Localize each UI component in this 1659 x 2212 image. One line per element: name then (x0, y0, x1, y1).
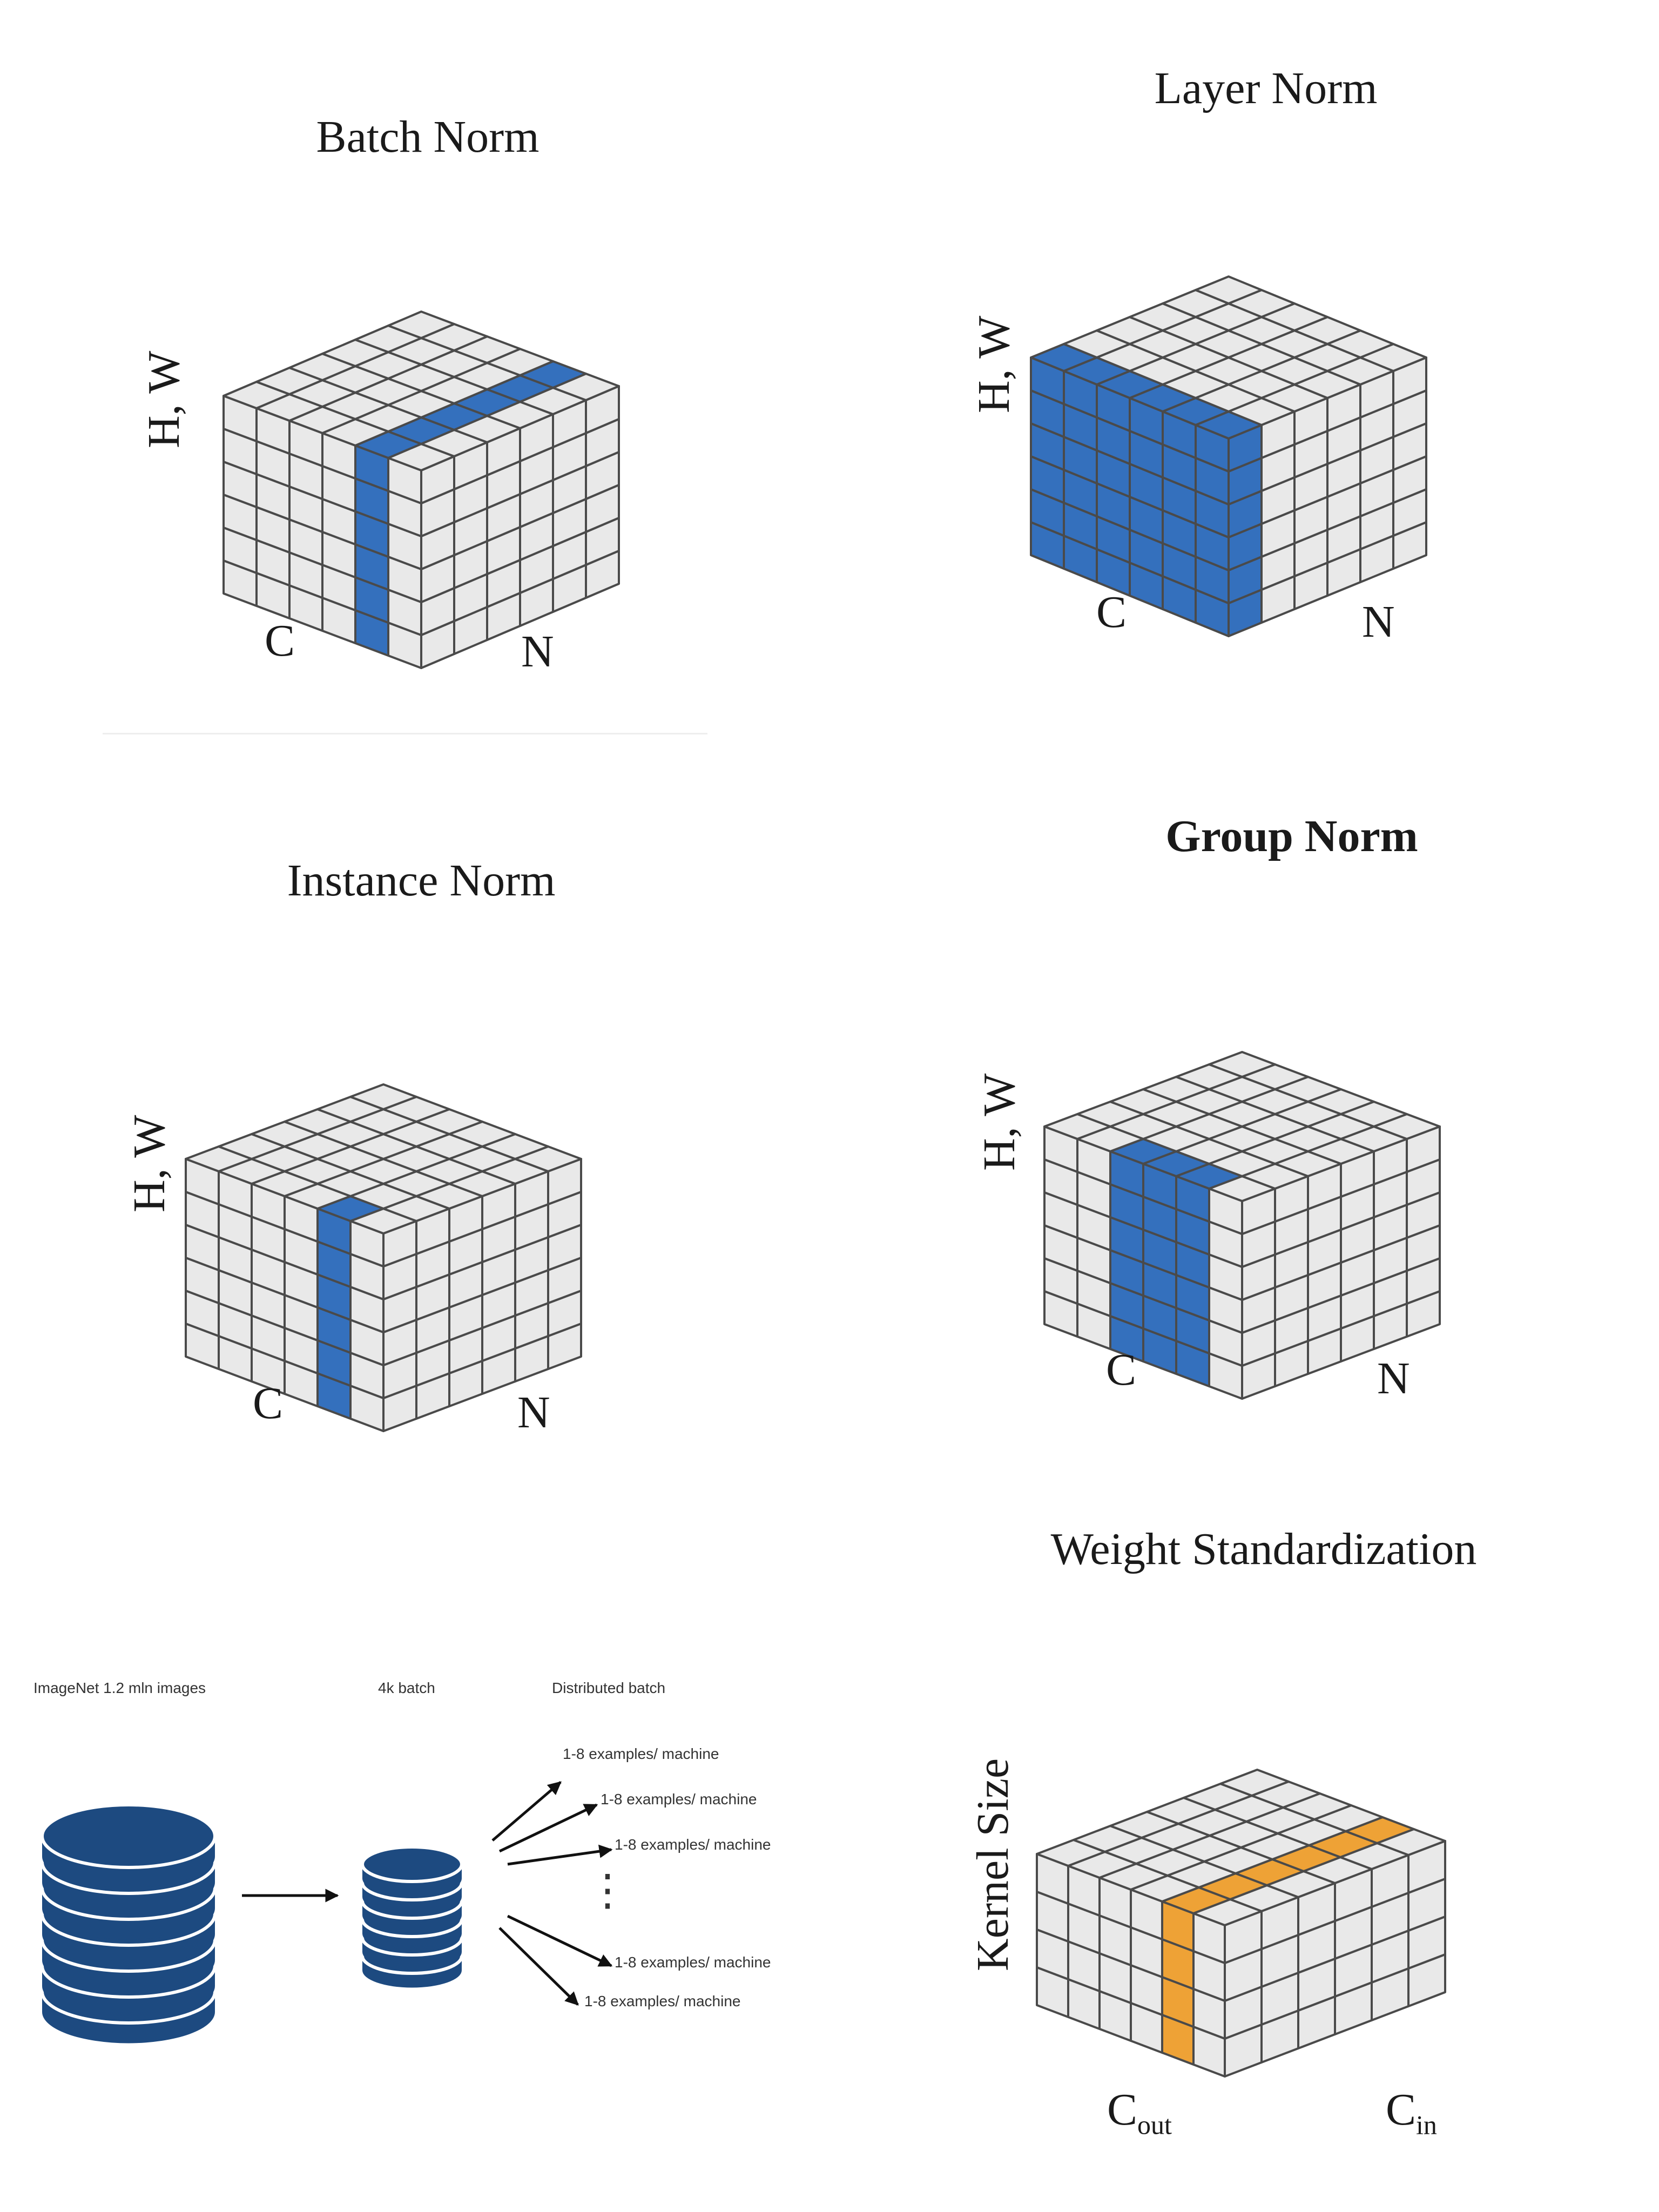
ws-top-cell (1219, 1769, 1290, 1797)
instance-norm-top-cell (349, 1083, 417, 1110)
batch-norm-c-label: C (265, 616, 295, 666)
ws-c-in-label: Cin (1386, 2083, 1437, 2141)
ws-c-in-sub: in (1416, 2109, 1437, 2140)
database-layer-top (41, 1803, 217, 1869)
group-norm-top-cell (1208, 1051, 1276, 1078)
ws-c-out-sub: out (1137, 2109, 1172, 2140)
group-norm-n-label: N (1377, 1353, 1410, 1404)
layer-norm-top-cell (1195, 275, 1263, 305)
weight-standardization-title: Weight Standardization (1050, 1524, 1477, 1574)
ws-c-out-base: C (1107, 2085, 1138, 2135)
instance-norm-cube (185, 1083, 582, 1432)
instance-norm-title: Instance Norm (287, 855, 556, 906)
batch-norm-cube (222, 311, 620, 669)
batch-size-label: 4k batch (378, 1680, 435, 1696)
ws-c-out-label: Cout (1107, 2083, 1172, 2141)
machine-label-4: 1-8 examples/ machine (615, 1954, 771, 1971)
machine-label-3: 1-8 examples/ machine (615, 1836, 771, 1853)
layer-norm-title: Layer Norm (1154, 63, 1378, 113)
layer-norm-c-label: C (1096, 587, 1127, 637)
group-norm-c-label: C (1106, 1345, 1137, 1395)
machine-arrow-3 (507, 1844, 613, 1866)
machine-arrow-4 (507, 1914, 613, 1967)
dataset-label: ImageNet 1.2 mln images (33, 1680, 206, 1696)
ws-cube (1036, 1769, 1446, 2078)
layer-norm-cube (1030, 275, 1427, 637)
batch-norm-n-label: N (521, 626, 554, 677)
machine-label-1: 1-8 examples/ machine (563, 1745, 719, 1762)
layer-norm-n-label: N (1362, 597, 1395, 647)
machine-label-2: 1-8 examples/ machine (601, 1791, 757, 1808)
machine-ellipsis: ⋮ (586, 1866, 629, 1914)
machine-arrow-5 (498, 1927, 579, 2006)
instance-norm-n-label: N (517, 1387, 550, 1438)
ws-c-in-base: C (1386, 2085, 1417, 2135)
section-divider (103, 733, 707, 734)
batch-norm-title: Batch Norm (316, 112, 539, 162)
machine-arrow-1 (491, 1781, 562, 1842)
machine-arrow-2 (498, 1803, 598, 1853)
dataset-database-icon (41, 1803, 217, 2044)
machine-label-5: 1-8 examples/ machine (584, 1993, 741, 2009)
distributed-batch-label: Distributed batch (552, 1680, 666, 1696)
group-norm-cube (1043, 1051, 1441, 1400)
batch-norm-top-cell (387, 311, 455, 339)
instance-norm-c-label: C (253, 1378, 284, 1428)
batch-database-icon (361, 1845, 463, 1988)
database-layer-top (361, 1845, 463, 1883)
group-norm-title: Group Norm (1165, 811, 1418, 861)
